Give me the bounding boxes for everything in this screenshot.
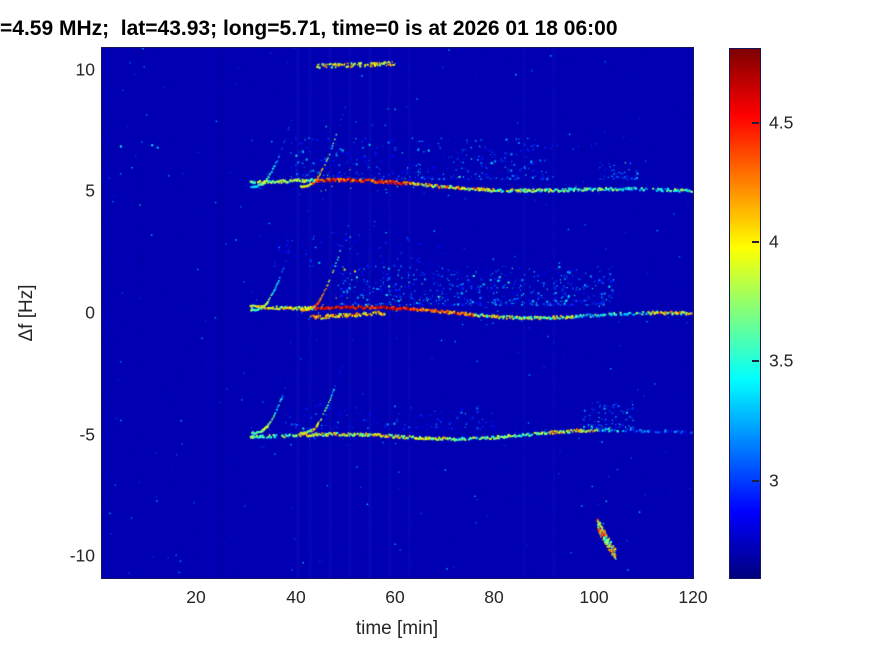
x-tick-label: 60 (385, 587, 405, 607)
y-tick-label: 0 (85, 302, 95, 323)
figure-title: =4.59 MHz; lat=43.93; long=5.71, time=0 … (0, 17, 618, 40)
colorbar-tick-label: 3.5 (769, 350, 794, 371)
x-tick-label: 120 (678, 587, 708, 607)
y-axis-label: Δf [Hz] (16, 284, 37, 342)
x-tick-label: 100 (579, 587, 609, 607)
colorbar-tick-label: 4.5 (769, 112, 794, 133)
colorbar-tick-mark (752, 241, 759, 243)
x-axis-label: time [min] (355, 618, 439, 639)
y-tick-label: -10 (69, 545, 95, 566)
y-tick-label: 10 (75, 59, 95, 80)
colorbar-canvas (730, 49, 760, 578)
plot-area (101, 47, 694, 579)
colorbar-tick-label: 4 (769, 231, 779, 252)
x-tick-label: 80 (484, 587, 504, 607)
colorbar-tick-mark (752, 480, 759, 482)
x-tick-label: 20 (186, 587, 206, 607)
colorbar-tick-mark (752, 122, 759, 124)
y-tick-label: -5 (79, 424, 95, 445)
colorbar (729, 48, 761, 579)
colorbar-tick-label: 3 (769, 470, 779, 491)
colorbar-tick-mark (752, 360, 759, 362)
y-tick-label: 5 (85, 180, 95, 201)
x-tick-label: 40 (286, 587, 306, 607)
spectrogram-canvas (102, 48, 693, 578)
